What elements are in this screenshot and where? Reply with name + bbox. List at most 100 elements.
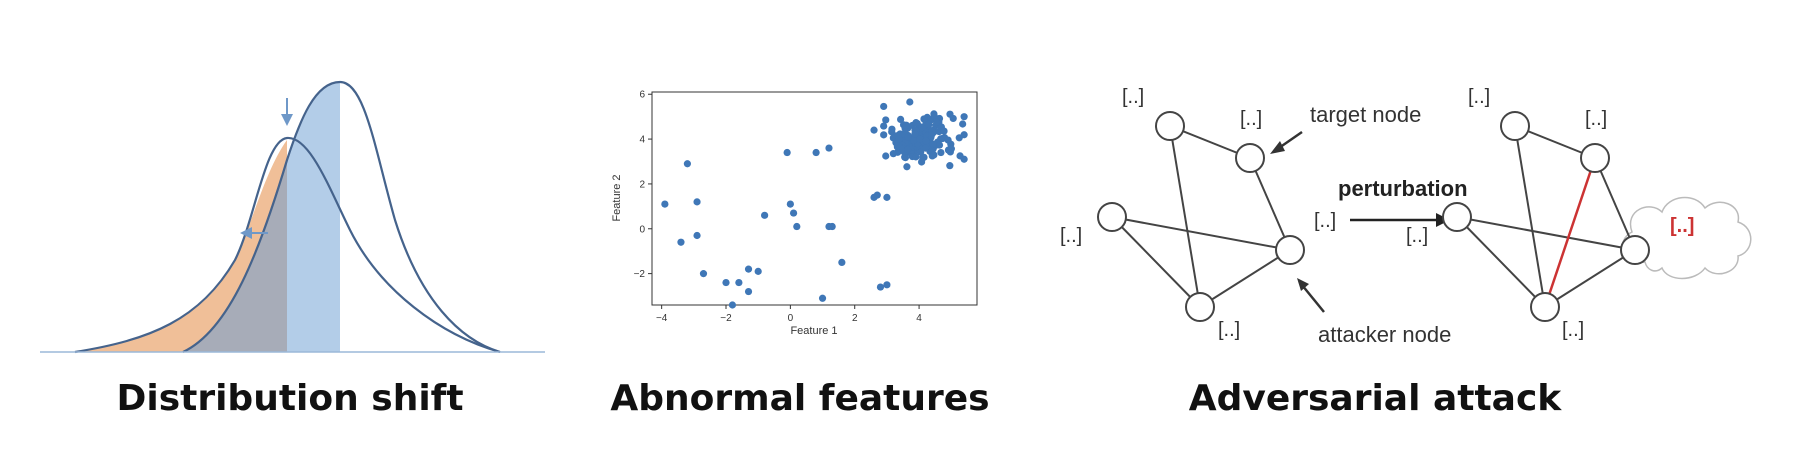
cluster-point (903, 163, 911, 171)
graph-node (1530, 292, 1560, 322)
cluster-point (910, 136, 918, 144)
outlier-point (876, 283, 885, 291)
cluster-point (897, 115, 905, 124)
outlier-point (789, 209, 798, 217)
cluster-point (888, 125, 896, 133)
cluster-point (895, 135, 903, 143)
outlier-point (793, 222, 801, 231)
cluster-point (922, 137, 930, 145)
node-feature-label: [..] (1406, 225, 1428, 247)
cluster-point (920, 115, 928, 123)
distribution-shift-figure (40, 80, 545, 354)
cluster-point (880, 102, 888, 111)
cluster-point (889, 150, 897, 158)
x-tick-label: 2 (852, 313, 858, 324)
node-feature-label: [..] (1314, 210, 1336, 232)
outlier-point (693, 198, 701, 206)
abnormal-features-panel: −4 −2 0 2 4 −2 0 2 4 6 Feature 1 Feature 2 Abnorm… (600, 0, 1020, 454)
cluster-point (959, 120, 967, 128)
outlier-point (786, 200, 794, 208)
cluster-point (929, 140, 937, 148)
cluster-point (880, 131, 888, 139)
y-tick-label: 2 (639, 179, 645, 190)
cluster-point (930, 112, 938, 120)
perturbation-label: perturbation (1338, 176, 1468, 201)
perturbed-feature-label: [..] (1670, 215, 1694, 237)
cluster-point (944, 136, 952, 144)
outlier-point (783, 148, 791, 157)
overlap-area (183, 162, 287, 352)
outlier-point (825, 144, 833, 152)
x-axis-label: Feature 1 (790, 325, 837, 337)
cluster-point (949, 114, 957, 123)
outlier-point (722, 278, 730, 287)
outlier-point (754, 267, 762, 275)
outlier-point (818, 294, 827, 302)
cluster-point (918, 124, 926, 132)
outlier-point (744, 287, 753, 296)
target-node-label: target node (1310, 102, 1421, 127)
target-node (1580, 143, 1610, 173)
graph-node (1097, 202, 1127, 232)
right-arrow-icon (1350, 213, 1450, 227)
cluster-point (956, 152, 964, 160)
cluster-point (947, 145, 955, 153)
y-tick-label: −2 (634, 269, 646, 280)
outlier-point (838, 258, 846, 266)
cluster-point (919, 153, 927, 162)
original-graph: [..] [..] [..] [..] [..] target node att… (1060, 86, 1451, 347)
adversarial-attack-figure: [..] [..] [..] [..] [..] target node att… (1060, 86, 1752, 347)
cluster-point (882, 152, 890, 160)
cluster-point (933, 118, 941, 126)
perturbed-edge (1543, 157, 1597, 308)
adversarial-attack-panel: [..] [..] [..] [..] [..] target node att… (1050, 0, 1818, 454)
outlier-point (677, 238, 685, 246)
cluster-point (940, 127, 948, 135)
y-tick-label: 6 (639, 90, 645, 101)
graph-node (1442, 202, 1472, 232)
outlier-point (661, 200, 669, 208)
outlier-point (828, 222, 836, 231)
shifted-distribution-curve (74, 136, 501, 354)
outlier-point (883, 193, 891, 201)
cluster-point (902, 121, 910, 129)
adversarial-attack-caption: Adversarial attack (1188, 378, 1562, 419)
cluster-point (938, 134, 947, 143)
node-feature-label: [..] (1122, 86, 1144, 108)
attacker-node (1275, 235, 1305, 265)
cluster-point (882, 116, 890, 124)
down-arrow-icon (281, 98, 293, 126)
cluster-point (946, 162, 954, 170)
x-tick-label: −4 (656, 313, 668, 324)
cluster-point (930, 151, 938, 159)
graph-node (1155, 111, 1185, 141)
cluster-point (917, 148, 925, 156)
target-node (1235, 143, 1265, 173)
perturbed-graph: [..] [..] [..] [..] [..] (1406, 86, 1752, 341)
cloud-icon (1621, 196, 1752, 280)
cluster-point (935, 141, 944, 149)
node-feature-label: [..] (1585, 108, 1607, 130)
attacker-node (1620, 235, 1650, 265)
outlier-point (728, 301, 737, 309)
graph-node (1185, 292, 1215, 322)
outlier-point (873, 191, 881, 199)
x-tick-label: 0 (788, 313, 794, 324)
abnormal-features-caption: Abnormal features (610, 378, 990, 419)
outlier-point (735, 278, 743, 287)
x-tick-label: −2 (720, 313, 732, 324)
outlier-point (699, 270, 708, 278)
y-tick-label: 0 (639, 224, 645, 235)
outlier-point (693, 231, 701, 240)
cluster-point (921, 144, 930, 152)
graph-node (1500, 111, 1530, 141)
distribution-shift-caption: Distribution shift (116, 378, 464, 419)
attacker-pointer-arrow-icon (1297, 278, 1325, 313)
outlier-point (744, 265, 753, 273)
cluster-point (912, 153, 920, 161)
outlier-point (883, 281, 891, 289)
outlier-point (812, 148, 820, 157)
cluster-point (906, 98, 914, 106)
original-distribution-area (183, 82, 340, 352)
y-axis-label: Feature 2 (611, 174, 623, 221)
